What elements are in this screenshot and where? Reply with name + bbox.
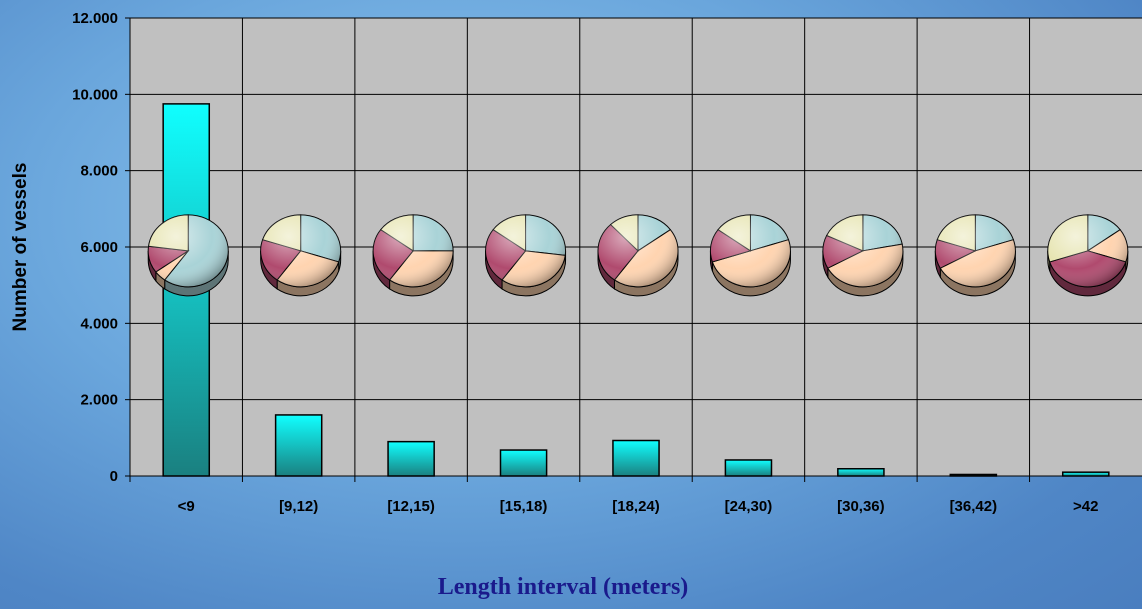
- y-tick-label: 2.000: [80, 392, 118, 409]
- pie-highlight: [148, 214, 229, 287]
- x-tick-label: [24,30): [725, 498, 773, 515]
- pie-marker: [147, 214, 229, 297]
- y-tick-label: 12.000: [72, 10, 118, 27]
- pie-highlight: [1047, 214, 1128, 287]
- y-tick-label: 0: [110, 468, 118, 485]
- pie-marker: [709, 214, 791, 297]
- pie-marker: [934, 214, 1016, 297]
- pie-highlight: [485, 214, 566, 287]
- x-tick-label: [15,18): [500, 498, 548, 515]
- y-tick-label: 4.000: [80, 315, 118, 332]
- x-tick-labels: <9 [9,12) [12,15) [15,18) [18,24) [24,30) [30,…: [129, 476, 1099, 515]
- x-tick-label: [12,15): [387, 498, 435, 515]
- pie-marker: [597, 214, 679, 297]
- x-tick-label: [9,12): [279, 498, 318, 515]
- bar: [612, 439, 660, 477]
- x-axis-label: Length interval (meters): [438, 574, 689, 600]
- pie-markers: [147, 214, 1129, 297]
- y-axis-label: Number of vessels: [10, 163, 31, 332]
- x-tick-label: [30,36): [837, 498, 885, 515]
- pie-marker: [485, 214, 567, 297]
- pie-marker: [822, 214, 904, 297]
- bar: [1061, 471, 1110, 477]
- pie-highlight: [260, 214, 341, 287]
- x-tick-label: >42: [1073, 498, 1098, 515]
- y-tick-label: 10.000: [72, 86, 118, 103]
- x-tick-label: [18,24): [612, 498, 660, 515]
- pie-marker: [372, 214, 454, 297]
- pie-marker: [260, 214, 342, 297]
- bar: [387, 440, 435, 477]
- pie-highlight: [373, 214, 454, 287]
- y-tick-label: 8.000: [80, 163, 118, 180]
- bar: [724, 459, 773, 477]
- pie-marker: [1047, 214, 1129, 297]
- pie-highlight: [598, 214, 678, 287]
- y-tick-label: 6.000: [80, 239, 118, 256]
- x-tick-label: <9: [178, 498, 195, 515]
- pie-highlight: [710, 214, 791, 287]
- bar: [837, 467, 885, 477]
- y-tick-labels: 0 2.000 4.000 6.000 8.000 10.000 12.000: [72, 10, 130, 485]
- pie-highlight: [822, 214, 903, 287]
- bar: [274, 414, 323, 477]
- x-tick-label: [36,42): [950, 498, 998, 515]
- pie-highlight: [935, 214, 1016, 287]
- bar: [499, 449, 548, 477]
